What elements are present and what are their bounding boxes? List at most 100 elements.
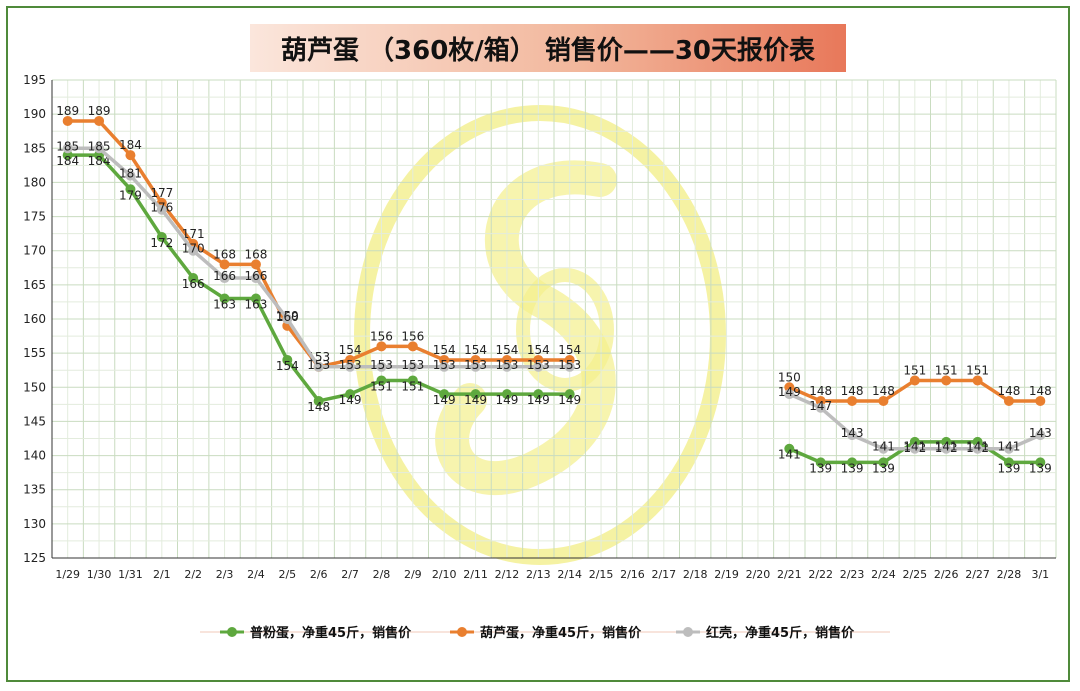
data-point: [125, 184, 136, 195]
data-label: 141: [872, 440, 895, 454]
data-label: 143: [1029, 426, 1052, 440]
x-tick-label: 2/6: [310, 568, 328, 581]
data-point: [470, 361, 481, 372]
x-tick-label: 2/15: [589, 568, 614, 581]
data-point: [533, 361, 544, 372]
x-tick-label: 1/31: [118, 568, 143, 581]
data-label: 179: [119, 188, 142, 202]
data-point: [1035, 430, 1046, 441]
y-tick-label: 185: [23, 141, 46, 155]
data-label: 154: [433, 343, 456, 357]
data-point: [188, 245, 199, 256]
x-tick-label: 2/16: [620, 568, 645, 581]
data-label: 139: [1029, 461, 1052, 475]
x-tick-label: 2/17: [651, 568, 676, 581]
data-label: 153: [401, 358, 424, 372]
data-label: 184: [119, 138, 142, 152]
y-tick-label: 125: [23, 551, 46, 565]
y-tick-label: 180: [23, 175, 46, 189]
data-point: [376, 341, 387, 352]
data-point: [62, 115, 73, 126]
data-point: [501, 389, 512, 400]
x-tick-label: 1/29: [55, 568, 80, 581]
data-point: [407, 375, 418, 386]
data-label: 141: [903, 440, 926, 454]
x-tick-label: 2/22: [808, 568, 833, 581]
data-point: [815, 457, 826, 468]
legend-swatch-marker: [227, 627, 237, 637]
x-tick-label: 2/19: [714, 568, 739, 581]
x-tick-label: 2/8: [373, 568, 391, 581]
x-tick-label: 2/7: [341, 568, 359, 581]
data-point: [94, 115, 105, 126]
data-label: 166: [213, 269, 236, 283]
data-label: 163: [213, 298, 236, 312]
x-tick-label: 2/12: [495, 568, 520, 581]
data-point: [282, 314, 293, 324]
data-point: [784, 443, 795, 454]
y-tick-label: 130: [23, 517, 46, 531]
data-label: 163: [244, 298, 267, 312]
data-label: 154: [276, 359, 299, 373]
x-tick-label: 3/1: [1031, 568, 1049, 581]
grid-lines: [51, 79, 1057, 559]
data-point: [376, 375, 387, 386]
y-tick-label: 195: [23, 73, 46, 87]
data-label: 153: [495, 358, 518, 372]
data-label: 154: [339, 343, 362, 357]
data-point: [878, 457, 889, 468]
y-tick-label: 165: [23, 278, 46, 292]
data-label: 153: [370, 358, 393, 372]
chart-frame: [6, 6, 1070, 682]
data-label: 150: [778, 370, 801, 384]
data-label: 170: [182, 242, 205, 256]
data-label: 153: [558, 358, 581, 372]
data-point: [941, 375, 952, 386]
data-label: 189: [56, 104, 79, 118]
x-tick-label: 1/30: [87, 568, 112, 581]
data-label: 153: [433, 358, 456, 372]
x-tick-label: 2/18: [683, 568, 708, 581]
data-label: 168: [244, 247, 267, 261]
y-tick-label: 160: [23, 312, 46, 326]
data-point: [878, 395, 889, 406]
data-point: [439, 389, 450, 400]
watermark-egg-outline: [354, 105, 726, 565]
data-label: 149: [433, 393, 456, 407]
data-label: 148: [307, 400, 330, 414]
data-point: [407, 361, 418, 372]
data-point: [941, 443, 952, 454]
data-point: [376, 361, 387, 372]
data-point: [564, 361, 575, 372]
x-tick-label: 2/14: [557, 568, 582, 581]
x-tick-label: 2/21: [777, 568, 802, 581]
data-point: [564, 389, 575, 400]
legend-label: 红壳，净重45斤，销售价: [706, 625, 855, 641]
data-point: [156, 232, 167, 243]
data-label: 154: [558, 343, 581, 357]
data-point: [1003, 443, 1014, 454]
data-label: 141: [966, 440, 989, 454]
legend-swatch-marker: [683, 627, 693, 637]
data-point: [407, 341, 418, 352]
x-tick-label: 2/10: [432, 568, 457, 581]
data-label: 156: [401, 329, 424, 343]
data-label: 151: [966, 363, 989, 377]
data-point: [282, 354, 293, 365]
data-label: 160: [276, 310, 299, 324]
data-point: [125, 170, 136, 181]
x-tick-label: 2/26: [934, 568, 959, 581]
data-label: 148: [872, 384, 895, 398]
data-label: 154: [495, 343, 518, 357]
data-label: 153: [464, 358, 487, 372]
legend: 普粉蛋，净重45斤，销售价 葫芦蛋，净重45斤，销售价 红壳，净重45斤，销售价: [200, 625, 890, 641]
data-point: [972, 375, 983, 386]
legend-swatch-marker: [457, 627, 467, 637]
data-label: 148: [809, 384, 832, 398]
x-tick-label: 2/3: [216, 568, 234, 581]
data-point: [219, 293, 230, 304]
data-label: 151: [370, 379, 393, 393]
data-label: 148: [841, 384, 864, 398]
data-point: [847, 430, 858, 441]
